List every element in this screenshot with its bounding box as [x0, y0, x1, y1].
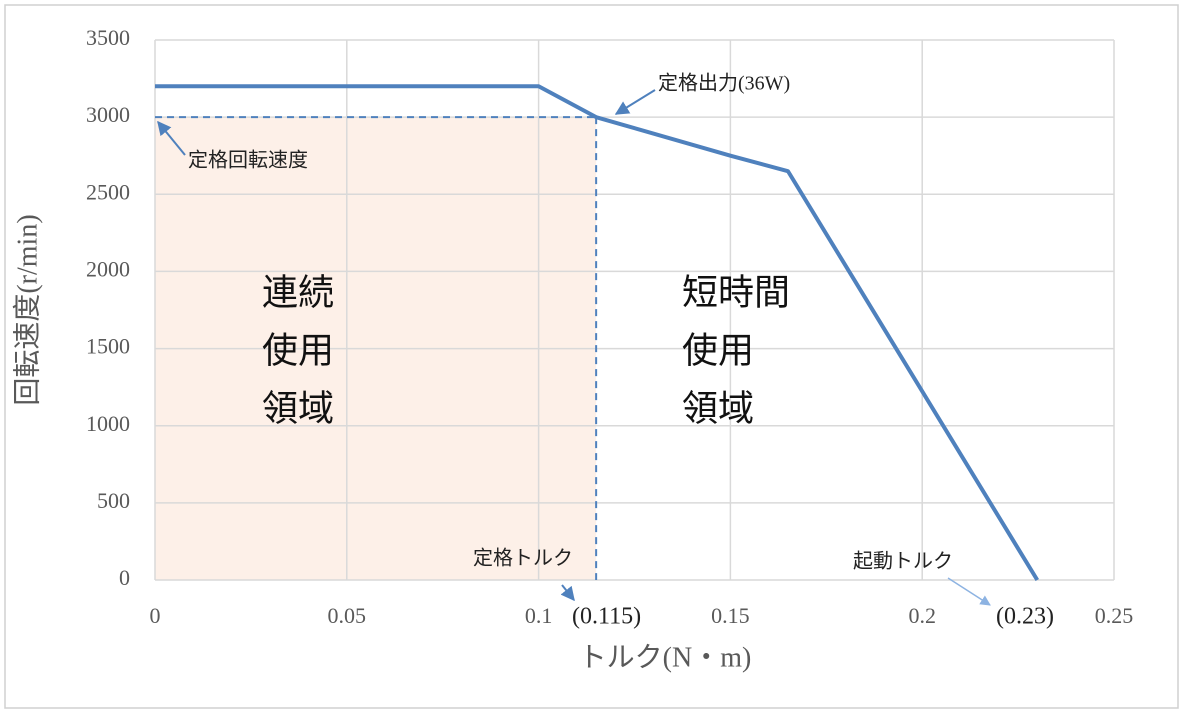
region-label: 使用 [262, 330, 334, 370]
x-tick-label: 0.25 [1095, 603, 1134, 628]
y-tick-label: 500 [97, 488, 130, 513]
annotation: 定格出力(36W) [658, 72, 790, 95]
region-label: 領域 [682, 388, 754, 428]
x-tick-label: 0.15 [711, 603, 750, 628]
arrow [614, 89, 656, 115]
annotation: (0.115) [572, 604, 641, 630]
arrow [947, 577, 991, 606]
region-label: 短時間 [682, 272, 790, 312]
y-tick-label: 0 [119, 565, 130, 590]
arrow [560, 584, 575, 602]
annotation: (0.23) [996, 604, 1054, 630]
y-tick-label: 2000 [86, 256, 130, 281]
x-axis-title: トルク(N・m) [579, 642, 752, 673]
y-tick-label: 1500 [86, 334, 130, 359]
marks-layer [155, 84, 1039, 582]
region-label: 使用 [682, 330, 754, 370]
annotation: 定格トルク [473, 547, 573, 570]
annotation: 起動トルク [853, 550, 953, 573]
series-line [155, 84, 1039, 582]
annotation: 定格回転速度 [188, 149, 308, 172]
region-label: 領域 [262, 388, 334, 428]
x-tick-label: 0 [150, 603, 161, 628]
y-tick-label: 1000 [86, 411, 130, 436]
x-tick-label: 0.05 [328, 603, 367, 628]
region-label: 連続 [262, 272, 334, 312]
x-tick-label: 0.2 [908, 603, 936, 628]
x-tick-label: 0.1 [525, 603, 553, 628]
y-tick-label: 3500 [86, 25, 130, 50]
arrow [157, 120, 186, 156]
y-axis-title: 回転速度(r/min) [11, 214, 43, 405]
y-tick-label: 3000 [86, 102, 130, 127]
y-tick-label: 2500 [86, 179, 130, 204]
